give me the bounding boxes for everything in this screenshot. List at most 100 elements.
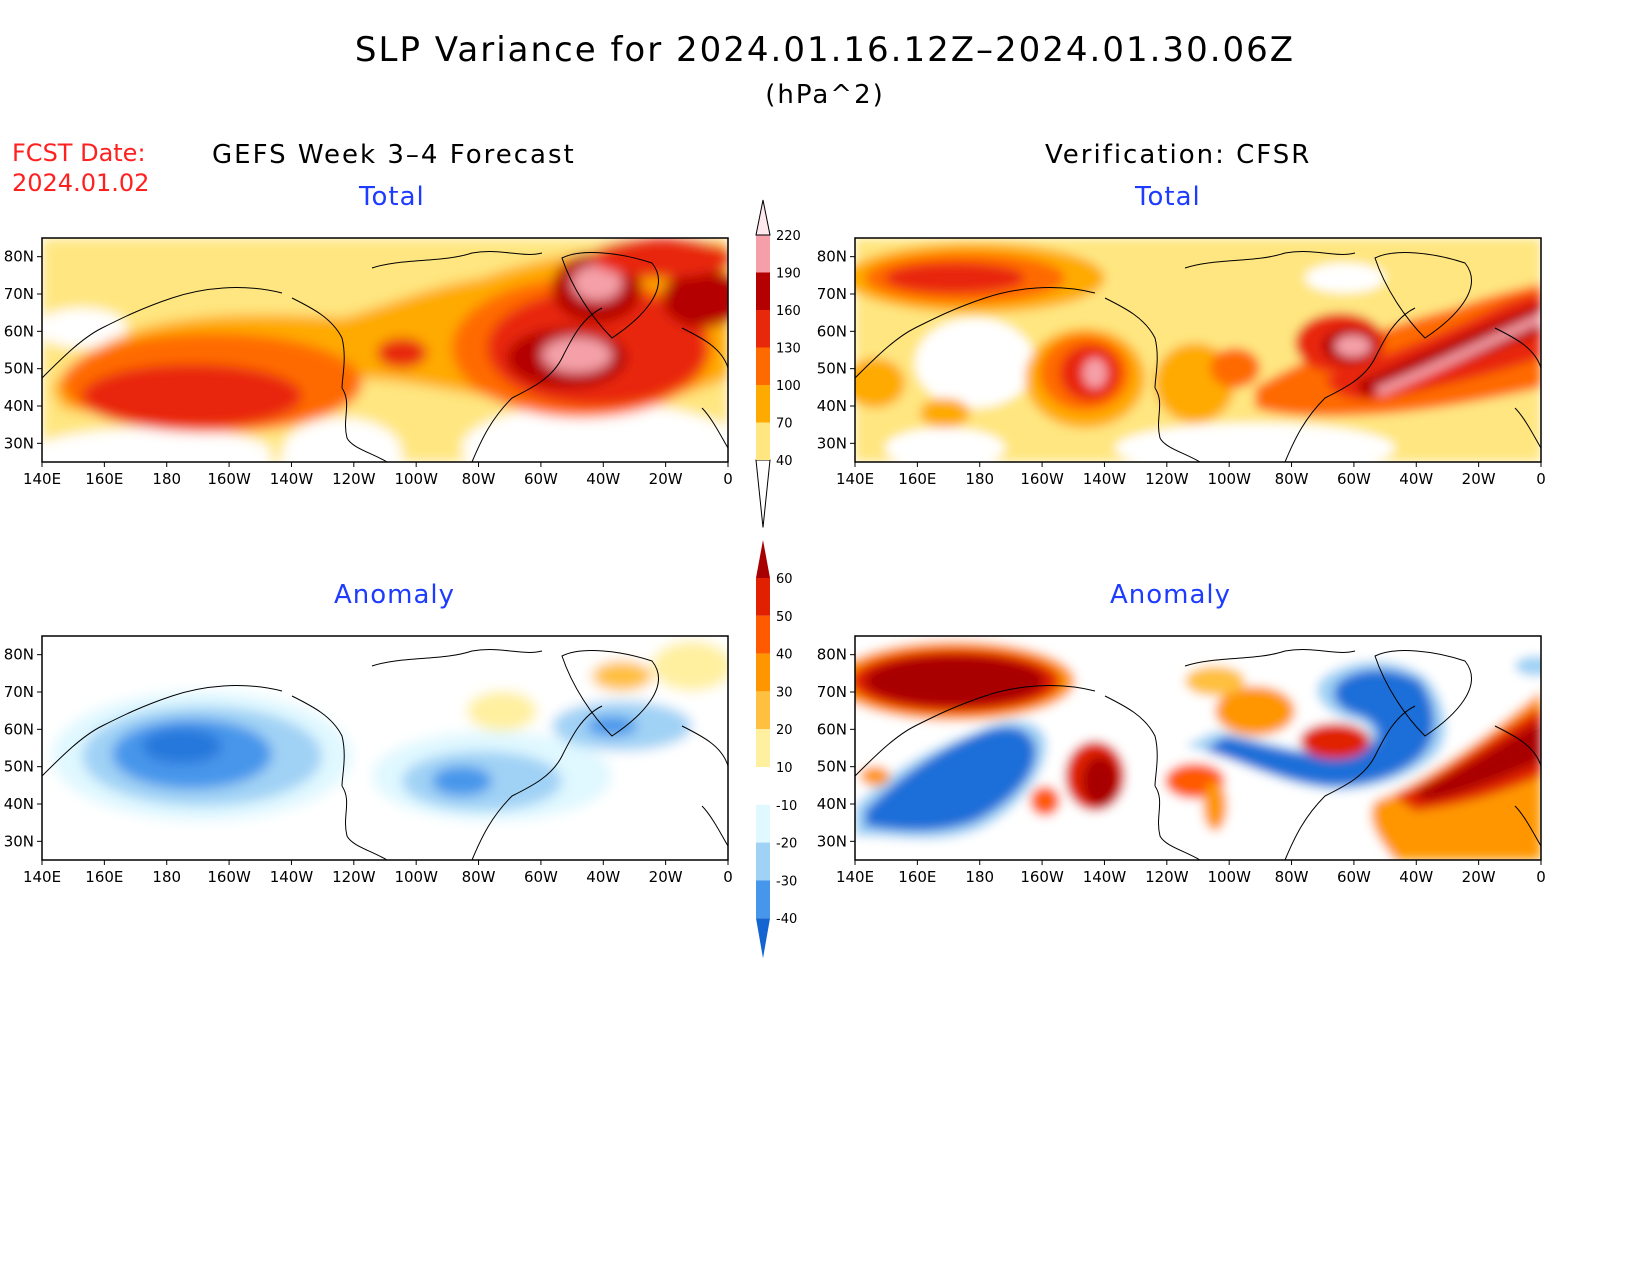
verification-total-lon-tick-label: 80W: [1275, 470, 1309, 488]
verification-total-lon-tick-label: 140E: [836, 470, 874, 488]
anomaly-colorbar-label: -20: [776, 837, 797, 852]
verification-anomaly-lat-tick-label: 60N: [817, 720, 847, 738]
anomaly-colorbar-label: 20: [776, 723, 793, 738]
verification-anomaly-lon-tick-label: 100W: [1207, 868, 1251, 886]
total-colorbar-label: 100: [776, 379, 801, 394]
units-label: (hPa^2): [765, 80, 885, 110]
forecast-total-lat-tick-label: 80N: [4, 248, 34, 266]
verification-anomaly-lon-tick-label: 40W: [1399, 868, 1433, 886]
verification-anomaly-lon-tick-label: 160W: [1020, 868, 1064, 886]
verification-total-lon-tick-label: 120W: [1145, 470, 1189, 488]
forecast-total-lon-tick-label: 160E: [85, 470, 123, 488]
forecast-anomaly-lon-tick-label: 140E: [23, 868, 61, 886]
total-colorbar-label: 190: [776, 267, 801, 282]
total-colorbar-segment: [756, 385, 770, 423]
total-colorbar-label: 160: [776, 304, 801, 319]
forecast-anomaly-lat-tick-label: 50N: [4, 758, 34, 776]
anomaly-colorbar-label: 50: [776, 610, 793, 625]
verification-total-lon-tick-label: 40W: [1399, 470, 1433, 488]
anomaly-colorbar-segment: [756, 880, 770, 919]
verification-anomaly-lat-tick-label: 80N: [817, 646, 847, 664]
verification-total-lat-tick-label: 30N: [817, 434, 847, 452]
forecast-total-lat-tick-label: 70N: [4, 285, 34, 303]
forecast-total-lon-tick-label: 80W: [462, 470, 496, 488]
forecast-anomaly-lat-tick-label: 40N: [4, 795, 34, 813]
forecast-anomaly-lon-tick-label: 20W: [649, 868, 683, 886]
verification-anomaly-lon-tick-label: 0: [1536, 868, 1546, 886]
forecast-date: FCST Date: 2024.01.02: [12, 138, 149, 198]
verification-anomaly-lon-tick-label: 120W: [1145, 868, 1189, 886]
forecast-total-lon-tick-label: 0: [723, 470, 733, 488]
anomaly-colorbar-segment: [756, 767, 770, 805]
verification-anomaly-lon-tick-label: 140E: [836, 868, 874, 886]
anomaly-colorbar-segment: [756, 691, 770, 730]
total-colorbar-label: 70: [776, 417, 793, 432]
forecast-total-lon-tick-label: 140W: [270, 470, 314, 488]
verification-total-lat-tick-label: 60N: [817, 322, 847, 340]
forecast-date-label: FCST Date:: [12, 139, 146, 167]
verification-anomaly-lat-tick-label: 50N: [817, 758, 847, 776]
forecast-anomaly-lat-tick-label: 60N: [4, 720, 34, 738]
verification-total-lon-tick-label: 160E: [898, 470, 936, 488]
forecast-anomaly-map: [41, 635, 729, 861]
anomaly-colorbar-segment: [756, 842, 770, 881]
forecast-total-lat-tick-label: 30N: [4, 434, 34, 452]
verification-anomaly-lat-tick-label: 40N: [817, 795, 847, 813]
anomaly-colorbar-label: -30: [776, 874, 797, 889]
anomaly-colorbar-segment: [756, 615, 770, 654]
total-colorbar-segment: [756, 272, 770, 310]
forecast-total-lon-tick-label: 60W: [524, 470, 558, 488]
verification-total-lon-tick-label: 140W: [1083, 470, 1127, 488]
forecast-anomaly-lon-tick-label: 160E: [85, 868, 123, 886]
forecast-total-lon-tick-label: 180: [152, 470, 181, 488]
total-colorbar-segment: [756, 347, 770, 385]
verification-total-label: Total: [1135, 182, 1201, 212]
verification-total-lon-tick-label: 100W: [1207, 470, 1251, 488]
forecast-total-lat-tick-label: 40N: [4, 397, 34, 415]
anomaly-colorbar-label: -40: [776, 912, 797, 927]
forecast-anomaly-lat-tick-label: 30N: [4, 832, 34, 850]
forecast-anomaly-lon-tick-label: 180: [152, 868, 181, 886]
total-colorbar-top-wedge: [755, 199, 771, 236]
forecast-date-value: 2024.01.02: [12, 169, 150, 197]
verification-anomaly-lon-tick-label: 140W: [1083, 868, 1127, 886]
verification-anomaly-lat-tick-label: 70N: [817, 683, 847, 701]
verification-total-map: [854, 237, 1542, 463]
verification-anomaly-lon-tick-label: 20W: [1462, 868, 1496, 886]
total-colorbar-label: 40: [776, 454, 793, 469]
forecast-anomaly-lon-tick-label: 40W: [586, 868, 620, 886]
forecast-total-lon-tick-label: 20W: [649, 470, 683, 488]
total-colorbar-label: 220: [776, 229, 801, 244]
total-colorbar-segment: [756, 235, 770, 273]
verification-total-lon-tick-label: 180: [965, 470, 994, 488]
total-colorbar-label: 130: [776, 342, 801, 357]
forecast-anomaly-lon-tick-label: 60W: [524, 868, 558, 886]
forecast-anomaly-lon-tick-label: 120W: [332, 868, 376, 886]
verification-anomaly-map: [854, 635, 1542, 861]
total-colorbar: 40 70 100 130 160 190 220: [755, 199, 801, 528]
verification-anomaly-label: Anomaly: [1110, 580, 1232, 610]
forecast-total-lon-tick-label: 40W: [586, 470, 620, 488]
verification-total-lon-tick-label: 60W: [1337, 470, 1371, 488]
anomaly-colorbar-segment: [756, 653, 770, 692]
anomaly-colorbar-segment: [756, 729, 770, 767]
forecast-anomaly-lon-tick-label: 140W: [270, 868, 314, 886]
anomaly-colorbar: 60 50 40 30 20 10 -10 -20 -30 -40: [756, 540, 797, 959]
verification-anomaly-lon-tick-label: 60W: [1337, 868, 1371, 886]
verification-total-lat-tick-label: 40N: [817, 397, 847, 415]
anomaly-colorbar-bottom-wedge: [756, 918, 770, 959]
anomaly-colorbar-label: 40: [776, 648, 793, 663]
forecast-total-lon-tick-label: 160W: [207, 470, 251, 488]
verification-anomaly-lon-tick-label: 80W: [1275, 868, 1309, 886]
right-column-title: Verification: CFSR: [1045, 140, 1312, 170]
anomaly-colorbar-segment: [756, 578, 770, 616]
verification-total-lat-tick-label: 70N: [817, 285, 847, 303]
left-column-title: GEFS Week 3–4 Forecast: [212, 140, 576, 170]
forecast-total-lat-tick-label: 50N: [4, 360, 34, 378]
verification-anomaly-lon-tick-label: 160E: [898, 868, 936, 886]
forecast-anomaly-label: Anomaly: [334, 580, 456, 610]
verification-total-lon-tick-label: 20W: [1462, 470, 1496, 488]
verification-total-lon-tick-label: 0: [1536, 470, 1546, 488]
anomaly-colorbar-label: -10: [776, 799, 797, 814]
